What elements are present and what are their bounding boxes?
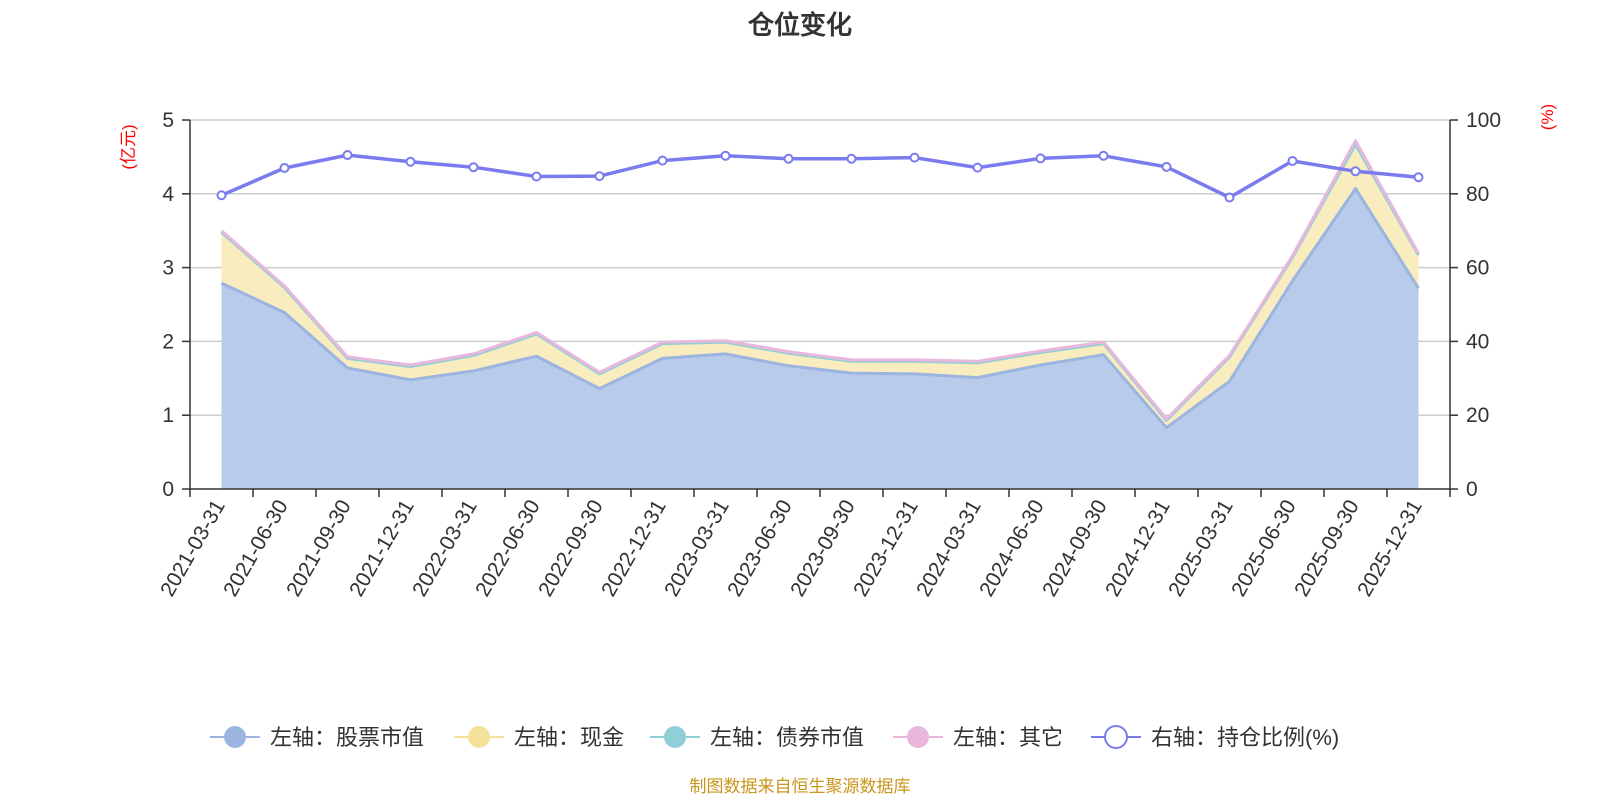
- legend-marker: [664, 726, 686, 748]
- x-tick-label: 2025-12-31: [1353, 496, 1427, 601]
- line-point: [405, 156, 416, 167]
- legend-label: 左轴：债券市值: [710, 725, 864, 750]
- series-lines: [216, 150, 1424, 203]
- x-tick-label: 2025-03-31: [1164, 496, 1238, 601]
- legend-marker: [1104, 725, 1128, 749]
- left-tick-label: 4: [162, 183, 174, 206]
- x-tick-label: 2021-03-31: [156, 496, 230, 601]
- line-point: [972, 162, 983, 173]
- x-tick-label: 2022-06-30: [471, 496, 545, 601]
- legend-marker: [468, 726, 490, 748]
- x-tick-label: 2024-03-31: [912, 496, 986, 601]
- right-tick-label: 20: [1466, 404, 1489, 427]
- legend-label: 右轴：持仓比例(%): [1151, 725, 1339, 750]
- area-左轴：股票市值: [221, 188, 1419, 489]
- legend-marker: [224, 726, 246, 748]
- line-point: [909, 152, 920, 163]
- left-tick-label: 5: [162, 109, 174, 132]
- x-tick-label: 2024-09-30: [1038, 496, 1112, 601]
- x-tick-label: 2021-12-31: [345, 496, 419, 601]
- x-tick-label: 2024-12-31: [1101, 496, 1175, 601]
- line-右轴：持仓比例(%): [220, 153, 1419, 200]
- line-point: [720, 150, 731, 161]
- line-point: [1161, 161, 1172, 172]
- left-tick-label: 2: [162, 330, 174, 353]
- x-tick-label: 2023-09-30: [786, 496, 860, 601]
- left-tick-label: 3: [162, 257, 174, 280]
- x-tick-label: 2025-09-30: [1290, 496, 1364, 601]
- line-point: [1413, 172, 1424, 183]
- line-point: [846, 153, 857, 164]
- line-point: [468, 162, 479, 173]
- right-tick-label: 40: [1466, 330, 1489, 353]
- x-tick-label: 2022-12-31: [597, 496, 671, 601]
- legend-item[interactable]: 右轴：持仓比例(%): [1091, 725, 1339, 750]
- left-tick-label: 1: [162, 404, 174, 427]
- line-point: [783, 153, 794, 164]
- x-tick-label: 2025-06-30: [1227, 496, 1301, 601]
- area-edge-左轴：股票市值: [220, 187, 1420, 430]
- x-tick-label: 2023-06-30: [723, 496, 797, 601]
- legend-marker: [907, 726, 929, 748]
- legend-label: 左轴：其它: [953, 725, 1063, 750]
- x-tick-label: 2023-12-31: [849, 496, 923, 601]
- line-point: [1287, 155, 1298, 166]
- x-tick-label: 2021-06-30: [219, 496, 293, 601]
- data-source-note: 制图数据来自恒生聚源数据库: [690, 777, 911, 796]
- line-point: [657, 155, 668, 166]
- line-point: [342, 150, 353, 161]
- x-tick-label: 2022-03-31: [408, 496, 482, 601]
- line-point: [531, 171, 542, 182]
- right-tick-label: 80: [1466, 183, 1489, 206]
- line-point: [1350, 166, 1361, 177]
- legend-item[interactable]: 左轴：现金: [454, 725, 624, 750]
- line-point: [1224, 192, 1235, 203]
- left-axis-unit: (亿元): [119, 124, 138, 169]
- stacked-areas: [220, 139, 1420, 489]
- right-tick-label: 60: [1466, 257, 1489, 280]
- line-point: [216, 190, 227, 201]
- line-point: [1098, 150, 1109, 161]
- legend-label: 左轴：股票市值: [270, 725, 424, 750]
- x-tick-label: 2022-09-30: [534, 496, 608, 601]
- legend: 左轴：股票市值 左轴：现金 左轴：债券市值 左轴：其它 右轴：持仓比例(%): [210, 725, 1339, 750]
- legend-label: 左轴：现金: [514, 725, 624, 750]
- right-axis-unit: (%): [1538, 104, 1557, 130]
- line-point: [279, 162, 290, 173]
- legend-item[interactable]: 左轴：债券市值: [650, 725, 864, 750]
- line-point: [594, 171, 605, 182]
- area-edge-左轴：其它: [220, 139, 1420, 421]
- right-tick-label: 100: [1466, 109, 1501, 132]
- line-point: [1035, 153, 1046, 164]
- x-tick-label: 2024-06-30: [975, 496, 1049, 601]
- x-tick-label: 2023-03-31: [660, 496, 734, 601]
- x-tick-label: 2021-09-30: [282, 496, 356, 601]
- legend-item[interactable]: 左轴：股票市值: [210, 725, 424, 750]
- left-tick-label: 0: [162, 478, 174, 501]
- chart-title: 仓位变化: [747, 10, 852, 40]
- right-tick-label: 0: [1466, 478, 1478, 501]
- area-左轴：现金: [221, 144, 1419, 428]
- legend-item[interactable]: 左轴：其它: [893, 725, 1063, 750]
